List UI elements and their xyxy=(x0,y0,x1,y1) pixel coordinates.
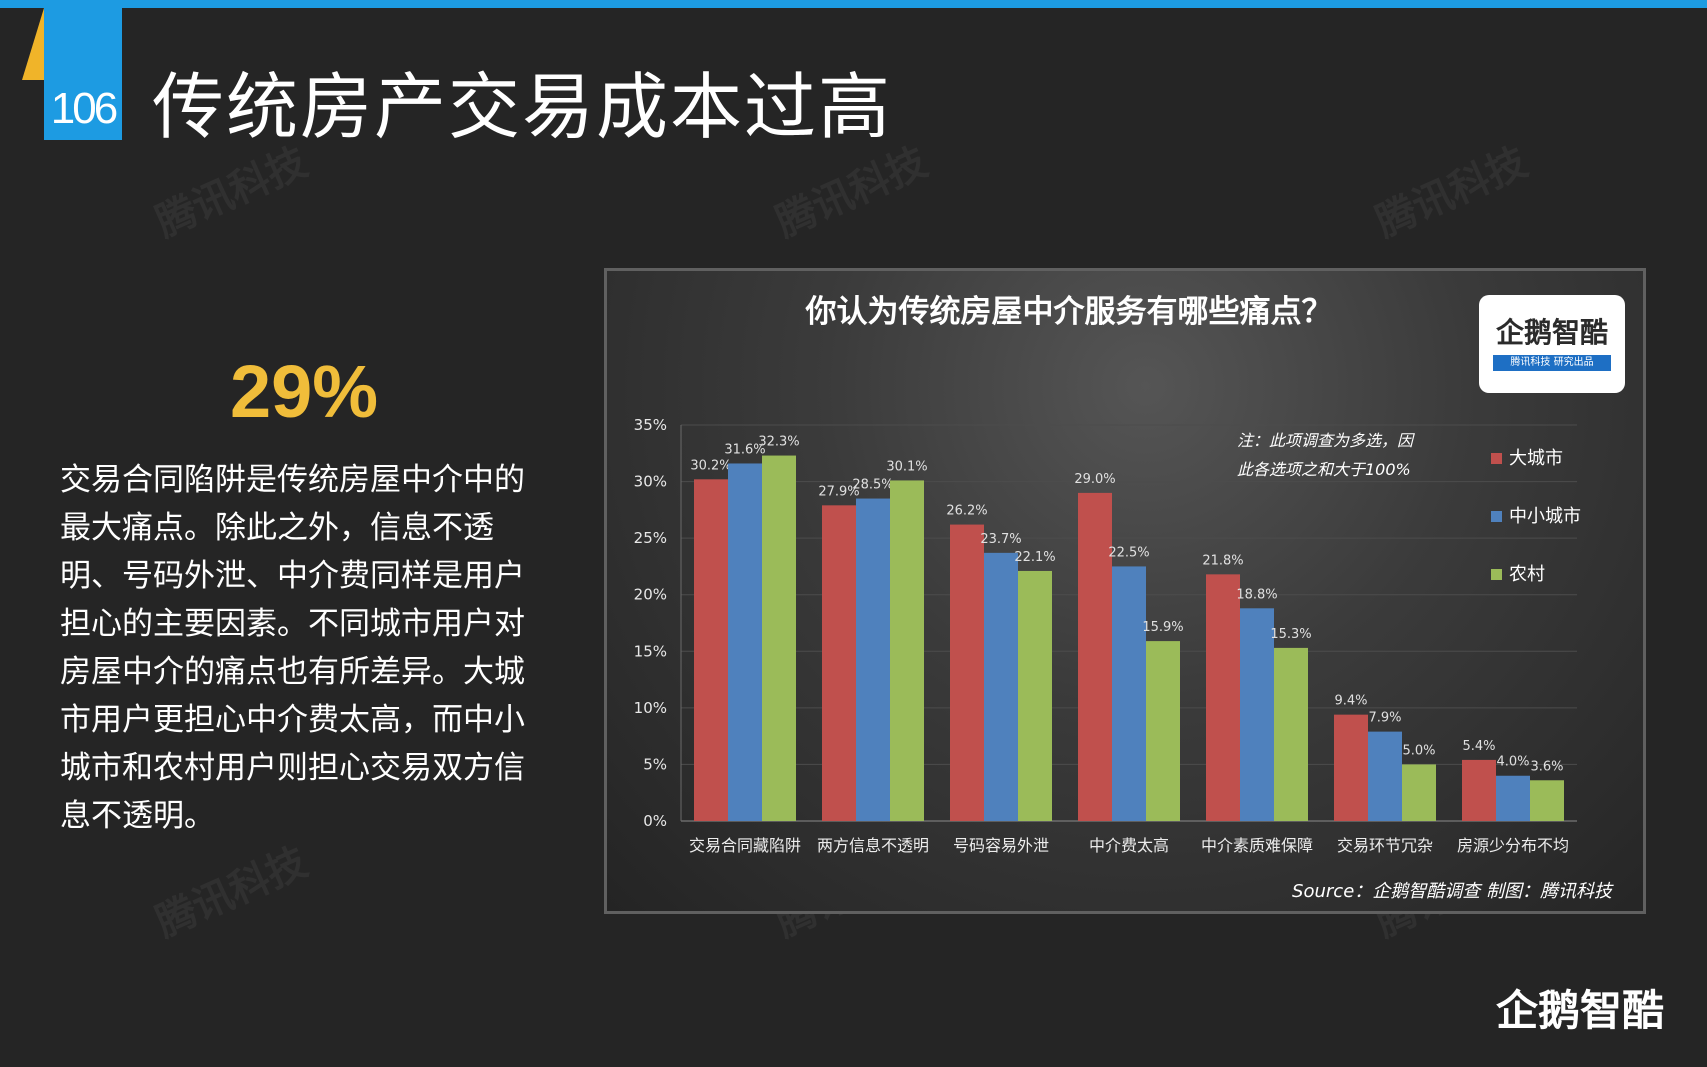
corner-logo: 企鹅智酷 xyxy=(1496,986,1665,1035)
data-label: 32.3% xyxy=(758,435,799,450)
y-tick-label: 35% xyxy=(634,416,667,434)
bar xyxy=(1402,764,1436,821)
chart-note: 注：此项调查为多选，因 xyxy=(1237,431,1415,450)
data-label: 30.1% xyxy=(886,459,927,474)
bar xyxy=(1530,780,1564,821)
data-label: 15.3% xyxy=(1270,627,1311,642)
bar xyxy=(1334,714,1368,821)
x-tick-label: 中介费太高 xyxy=(1089,836,1169,855)
x-tick-label: 两方信息不透明 xyxy=(817,836,929,855)
bar xyxy=(1368,731,1402,821)
bar xyxy=(950,524,984,821)
bar-chart: 0% 5% 10% 15% 20% 25% 30% 35% 30.2%31.6%32.3% 交易合… xyxy=(634,416,1614,902)
data-label: 31.6% xyxy=(724,442,765,457)
bar xyxy=(1462,759,1496,821)
bar xyxy=(1146,641,1180,821)
bar xyxy=(890,480,924,821)
chart-logo: 企鹅智酷 腾讯科技 研究出品 xyxy=(1479,295,1625,393)
bar xyxy=(1274,647,1308,821)
watermark: 腾讯科技 xyxy=(149,839,315,947)
bar xyxy=(1206,574,1240,821)
data-label: 23.7% xyxy=(980,532,1021,547)
chart-panel: 0% 5% 10% 15% 20% 25% 30% 35% 30.2% 31.6% 32.3% 交易合… xyxy=(604,268,1646,914)
bar xyxy=(984,552,1018,821)
data-label: 28.5% xyxy=(852,478,893,493)
top-accent-bar xyxy=(0,0,1707,8)
highlight-stat: 29% xyxy=(230,350,379,433)
x-tick-label: 交易合同藏陷阱 xyxy=(689,836,801,855)
data-label: 26.2% xyxy=(946,504,987,519)
chart-source: Source：企鹅智酷调查 制图：腾讯科技 xyxy=(1292,881,1614,902)
data-label: 29.0% xyxy=(1074,472,1115,487)
data-label: 9.4% xyxy=(1334,694,1367,709)
legend-swatch xyxy=(1491,453,1502,464)
bar xyxy=(1078,492,1112,821)
data-label: 5.0% xyxy=(1402,743,1435,758)
slide-number-tab xyxy=(22,8,122,140)
bar xyxy=(856,498,890,821)
data-label: 27.9% xyxy=(818,484,859,499)
x-tick-label: 号码容易外泄 xyxy=(953,836,1049,855)
data-label: 22.1% xyxy=(1014,550,1055,565)
slide-number: 106 xyxy=(50,84,118,133)
slide-title: 传统房产交易成本过高 xyxy=(152,65,893,149)
x-tick-label: 交易环节冗杂 xyxy=(1337,836,1433,855)
data-label: 15.9% xyxy=(1142,620,1183,635)
data-label: 21.8% xyxy=(1202,553,1243,568)
data-label: 18.8% xyxy=(1236,587,1277,602)
chart-logo-name: 企鹅智酷 xyxy=(1495,316,1608,349)
legend-label: 大城市 xyxy=(1509,448,1563,469)
data-label: 22.5% xyxy=(1108,545,1149,560)
chart-title: 你认为传统房屋中介服务有哪些痛点？ xyxy=(805,294,1333,330)
bar xyxy=(694,479,728,821)
legend-swatch xyxy=(1491,569,1502,580)
data-label: 30.2% xyxy=(690,458,731,473)
bar xyxy=(728,463,762,821)
data-label: 4.0% xyxy=(1496,755,1529,770)
x-tick-label: 房源少分布不均 xyxy=(1457,836,1569,855)
bar xyxy=(1112,566,1146,821)
chart-note: 此各选项之和大于100% xyxy=(1237,460,1411,479)
bar xyxy=(1240,608,1274,821)
watermark: 腾讯科技 xyxy=(1369,139,1535,247)
legend-label: 农村 xyxy=(1509,564,1545,585)
bar xyxy=(1018,570,1052,821)
body-text: 交易合同陷阱是传统房屋中介中的最大痛点。除此之外，信息不透明、号码外泄、中介费同… xyxy=(60,462,525,834)
y-tick-label: 0% xyxy=(643,812,667,830)
y-tick-label: 15% xyxy=(634,642,667,660)
y-tick-label: 20% xyxy=(634,586,667,604)
data-label: 5.4% xyxy=(1462,739,1495,754)
y-tick-label: 10% xyxy=(634,699,667,717)
y-tick-label: 25% xyxy=(634,529,667,547)
bar xyxy=(1496,775,1530,821)
y-tick-label: 5% xyxy=(643,755,667,773)
data-label: 3.6% xyxy=(1530,759,1563,774)
y-tick-label: 30% xyxy=(634,473,667,491)
x-tick-label: 中介素质难保障 xyxy=(1201,836,1313,855)
bar xyxy=(822,505,856,821)
chart-logo-sub: 腾讯科技 研究出品 xyxy=(1493,355,1611,371)
bar xyxy=(762,455,796,821)
legend-swatch xyxy=(1491,511,1502,522)
legend-label: 中小城市 xyxy=(1509,506,1581,527)
data-label: 7.9% xyxy=(1368,711,1401,726)
